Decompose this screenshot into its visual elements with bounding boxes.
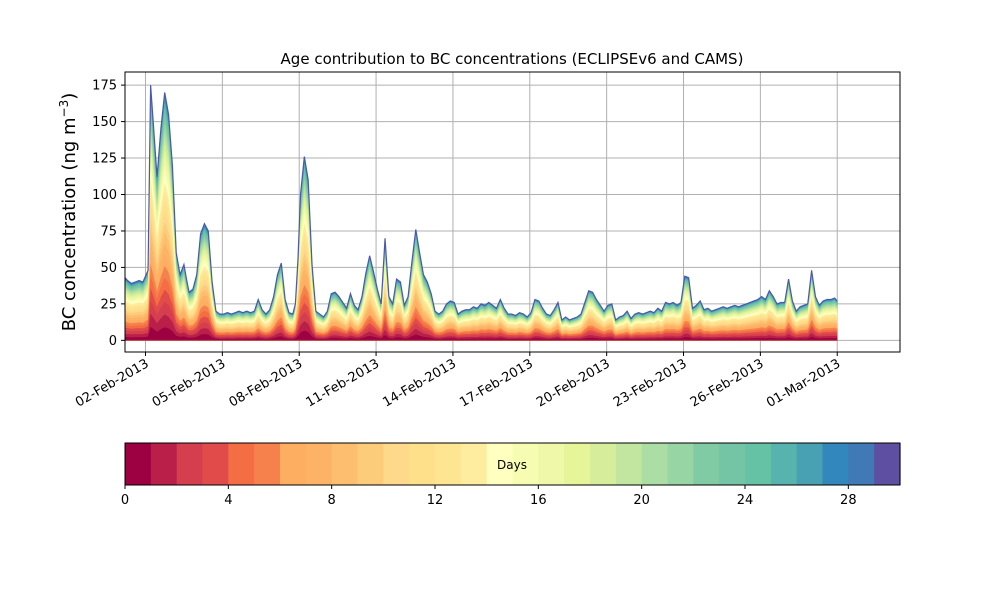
colorbar-tick-label: 4 (224, 493, 232, 508)
colorbar-tick-label: 28 (840, 493, 857, 508)
colorbar-swatch (331, 443, 359, 485)
colorbar-tick-label: 20 (633, 493, 650, 508)
colorbar-swatch (280, 443, 307, 485)
total-concentration-line (125, 85, 838, 321)
colorbar-swatch (822, 443, 849, 485)
x-tick-label: 01-Mar-2013 (764, 356, 843, 410)
y-tick-label: 75 (100, 224, 117, 239)
x-tick-label: 02-Feb-2013 (73, 356, 152, 410)
x-tick-label: 26-Feb-2013 (688, 356, 767, 410)
colorbar-tick-label: 8 (328, 493, 336, 508)
y-tick-label: 100 (92, 188, 117, 203)
colorbar-ticks: 0 4 8 12 16 20 24 28 (121, 485, 857, 508)
x-tick-label: 20-Feb-2013 (534, 356, 613, 410)
y-axis-ticks: 0 25 50 75 100 125 150 175 (92, 79, 125, 349)
colorbar-frame (124, 442, 901, 486)
colorbar-swatch (150, 443, 178, 485)
y-tick-label: 25 (100, 297, 117, 312)
grid-lines (125, 72, 900, 352)
colorbar-swatch (202, 443, 229, 485)
age-layer-29-days (125, 85, 838, 341)
age-layer-23-days (125, 104, 838, 341)
plot-frame (124, 71, 901, 353)
age-layer-22-days (125, 109, 838, 341)
colorbar-swatch (409, 443, 436, 485)
colorbar-tick-label: 24 (737, 493, 754, 508)
colorbar-swatch (228, 443, 255, 485)
colorbar-swatch (254, 443, 281, 485)
age-layer-0-days (125, 326, 838, 341)
colorbar-swatch (848, 443, 875, 485)
colorbar-tick-label: 12 (427, 493, 444, 508)
x-tick-label: 14-Feb-2013 (380, 356, 459, 410)
y-tick-label: 50 (100, 261, 117, 276)
colorbar-tick-label: 0 (121, 493, 129, 508)
colorbar-swatch (796, 443, 824, 485)
x-tick-label: 08-Feb-2013 (227, 356, 306, 410)
colorbar-swatch (383, 443, 410, 485)
colorbar-swatch (435, 443, 462, 485)
colorbar-swatch (770, 443, 798, 485)
colorbar-swatch (641, 443, 669, 485)
colorbar-swatch (486, 443, 514, 485)
colorbar-swatch (305, 443, 333, 485)
colorbar-swatch (538, 443, 565, 485)
colorbar-swatch (693, 443, 720, 485)
age-layer-28-days (125, 86, 838, 341)
colorbar-swatch (745, 443, 772, 485)
colorbar-tick-label: 16 (530, 493, 547, 508)
y-tick-label: 150 (92, 115, 117, 130)
colorbar-swatch (357, 443, 384, 485)
y-tick-label: 0 (109, 334, 117, 349)
colorbar-swatch (512, 443, 539, 485)
colorbar-swatch (667, 443, 694, 485)
colorbar (125, 443, 901, 485)
x-tick-label: 11-Feb-2013 (304, 356, 383, 410)
stacked-area-layer (125, 85, 838, 341)
x-tick-label: 23-Feb-2013 (611, 356, 690, 410)
y-axis-label: BC concentration (ng m−3) (57, 93, 80, 332)
x-axis-ticks: 02-Feb-201305-Feb-201308-Feb-201311-Feb-… (73, 352, 843, 411)
colorbar-label: Days (497, 458, 527, 472)
colorbar-swatch (125, 443, 152, 485)
age-layer-26-days (125, 91, 838, 341)
y-tick-label: 125 (92, 152, 117, 167)
colorbar-swatch (564, 443, 591, 485)
colorbar-swatch (460, 443, 488, 485)
y-tick-label: 175 (92, 79, 117, 94)
chart-title: Age contribution to BC concentrations (E… (281, 50, 744, 68)
colorbar-swatch (615, 443, 643, 485)
colorbar-swatch (590, 443, 617, 485)
x-tick-label: 05-Feb-2013 (150, 356, 229, 410)
x-tick-label: 17-Feb-2013 (457, 356, 536, 410)
age-layer-27-days (125, 88, 838, 341)
colorbar-swatch (719, 443, 746, 485)
colorbar-swatch (874, 443, 901, 485)
colorbar-swatch (176, 443, 204, 485)
